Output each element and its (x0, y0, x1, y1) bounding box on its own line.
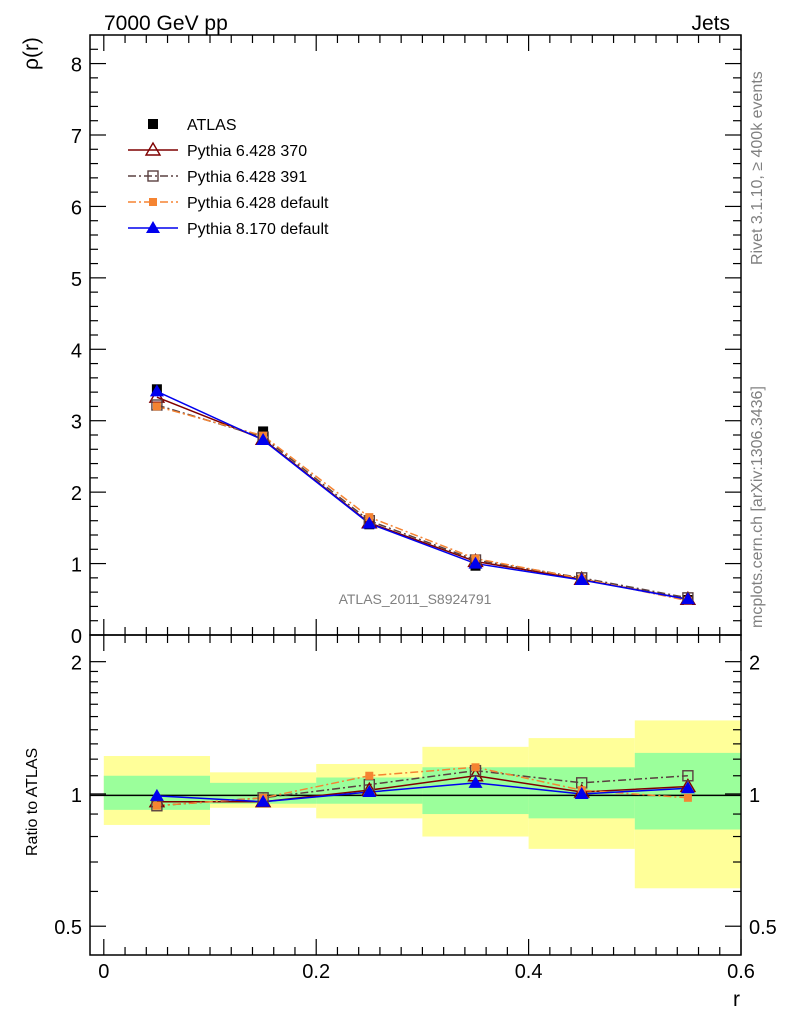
legend-entry: Pythia 6.428 370 (128, 141, 307, 160)
xtick-label: 0 (98, 961, 109, 983)
mcplots-label: mcplots.cern.ch [arXiv:1306.3436] (749, 386, 766, 628)
main-ytick-label: 8 (71, 55, 82, 77)
ratio-point-3-0 (149, 788, 164, 801)
legend-entry: ATLAS (148, 117, 237, 134)
legend-entry: Pythia 6.428 default (128, 195, 329, 212)
ratio-y-axis-label: Ratio to ATLAS (24, 748, 41, 856)
ratio-point-1-5 (682, 770, 694, 782)
main-ytick-label: 1 (71, 555, 82, 577)
x-axis-label: r (733, 988, 740, 1011)
uncertainty-bands (103, 720, 741, 889)
ratio-point-3-1 (256, 794, 271, 807)
legend-entry: Pythia 8.170 default (128, 221, 329, 238)
ratio-point-2-0 (152, 801, 161, 810)
main-point-4-0 (149, 384, 164, 397)
legend-label: Pythia 6.428 default (187, 195, 329, 212)
header-left: 7000 GeV pp (104, 12, 228, 35)
main-point-4-4 (574, 573, 589, 585)
legend-label: ATLAS (187, 117, 237, 134)
ratio-point-3-3 (468, 775, 483, 788)
ratio-line-0 (156, 774, 688, 803)
legend-marker (144, 141, 162, 156)
main-point-4-3 (468, 556, 483, 569)
ratio-line-3 (156, 782, 688, 803)
legend-label: Pythia 6.428 370 (187, 143, 307, 160)
ratio-point-2-2 (365, 771, 374, 780)
ratio-ytick-label-left: 0.5 (54, 917, 82, 939)
main-ytick-label: 3 (71, 412, 82, 434)
xtick-label: 0.6 (727, 961, 755, 983)
xtick-label: 0.2 (302, 961, 330, 983)
legend-marker (149, 198, 157, 206)
ratio-point-2-5 (683, 793, 692, 802)
legend-entry: Pythia 6.428 391 (128, 169, 307, 186)
ratio-line-2 (156, 766, 688, 807)
main-point-3-0 (152, 402, 161, 411)
main-line-4 (156, 390, 689, 601)
main-y-axis-label: ρ(r) (20, 37, 43, 70)
legend-label: Pythia 6.428 391 (187, 169, 307, 186)
main-ytick-label: 6 (71, 197, 82, 219)
tick-labels: 0 1 2 3 4 5 6 7 8 0.5 0.5 1 1 2 2 0 0.2 0.4 0.6 (54, 55, 777, 983)
analysis-watermark: ATLAS_2011_S8924791 (339, 591, 492, 607)
ratio-ytick-label-right: 2 (749, 653, 760, 675)
legend-marker (147, 170, 159, 182)
main-ytick-label: 7 (71, 126, 82, 148)
main-line-2 (156, 404, 689, 599)
xtick-label: 0.4 (515, 961, 543, 983)
ratio-point-3-4 (574, 786, 589, 799)
series-group (148, 384, 697, 812)
main-point-4-2 (362, 516, 377, 529)
legend-label: Pythia 8.170 default (187, 221, 329, 238)
ratio-line-1 (156, 769, 688, 807)
ratio-ytick-label-left: 2 (71, 653, 82, 675)
main-ytick-label: 5 (71, 269, 82, 291)
main-point-4-1 (256, 433, 271, 445)
ratio-ytick-label-left: 1 (71, 785, 82, 807)
ratio-point-3-2 (362, 785, 377, 798)
main-ytick-label: 0 (71, 626, 82, 648)
header-right: Jets (691, 12, 730, 35)
ratio-ytick-label-right: 1 (749, 785, 760, 807)
main-point-4-5 (680, 592, 695, 605)
ratio-point-3-5 (680, 781, 695, 794)
legend: ATLAS Pythia 6.428 370 Pythia 6.428 391 Pyt… (128, 117, 329, 238)
main-ytick-label: 2 (71, 483, 82, 505)
ratio-point-2-3 (471, 763, 480, 772)
rivet-label: Rivet 3.1.10, ≥ 400k events (749, 71, 766, 265)
legend-marker (146, 221, 160, 233)
main-ytick-label: 4 (71, 340, 82, 362)
axes-ticks (90, 35, 742, 955)
legend-marker (148, 119, 158, 129)
main-line-3 (156, 405, 689, 602)
ratio-ytick-label-right: 0.5 (749, 917, 777, 939)
